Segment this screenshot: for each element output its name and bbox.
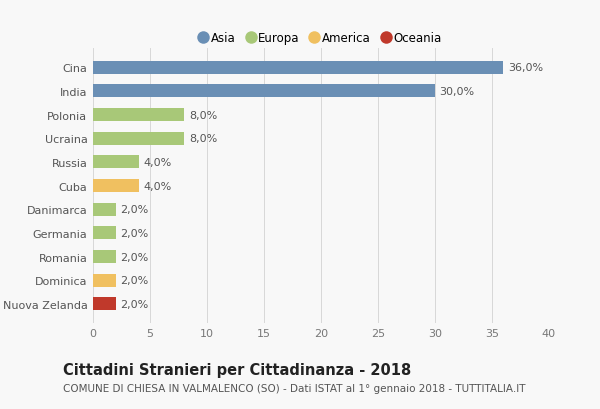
Text: 2,0%: 2,0% <box>121 252 149 262</box>
Text: 2,0%: 2,0% <box>121 276 149 285</box>
Bar <box>93 109 184 122</box>
Bar <box>93 133 184 145</box>
Text: 2,0%: 2,0% <box>121 299 149 309</box>
Bar <box>93 250 116 263</box>
Bar <box>93 85 435 98</box>
Bar <box>93 156 139 169</box>
Bar <box>93 227 116 240</box>
Bar <box>93 180 139 193</box>
Bar <box>93 274 116 287</box>
Text: Cittadini Stranieri per Cittadinanza - 2018: Cittadini Stranieri per Cittadinanza - 2… <box>63 362 411 377</box>
Bar <box>93 298 116 311</box>
Bar <box>93 203 116 216</box>
Text: COMUNE DI CHIESA IN VALMALENCO (SO) - Dati ISTAT al 1° gennaio 2018 - TUTTITALIA: COMUNE DI CHIESA IN VALMALENCO (SO) - Da… <box>63 383 526 393</box>
Text: 4,0%: 4,0% <box>143 157 172 167</box>
Text: 30,0%: 30,0% <box>440 87 475 97</box>
Text: 2,0%: 2,0% <box>121 228 149 238</box>
Text: 8,0%: 8,0% <box>189 110 217 120</box>
Text: 8,0%: 8,0% <box>189 134 217 144</box>
Text: 4,0%: 4,0% <box>143 181 172 191</box>
Legend: Asia, Europa, America, Oceania: Asia, Europa, America, Oceania <box>196 27 446 50</box>
Text: 2,0%: 2,0% <box>121 205 149 215</box>
Bar <box>93 61 503 74</box>
Text: 36,0%: 36,0% <box>508 63 543 73</box>
